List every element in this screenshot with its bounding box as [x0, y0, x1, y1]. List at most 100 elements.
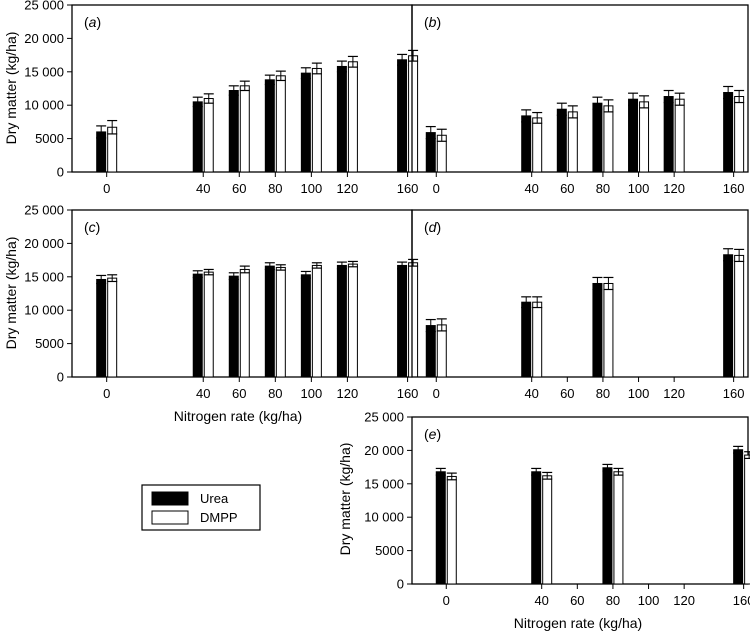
panel-frame — [411, 209, 749, 378]
y-tick-label: 0 — [57, 370, 64, 385]
x-tick-label: 60 — [232, 386, 246, 401]
y-tick-label: 15 000 — [364, 476, 404, 491]
bar-urea — [300, 274, 311, 378]
x-tick-label: 160 — [397, 386, 419, 401]
x-tick-label: 0 — [103, 386, 110, 401]
bar-dmpp — [734, 254, 745, 378]
x-tick-label: 120 — [337, 386, 359, 401]
bar-dmpp — [408, 55, 419, 173]
bar-urea — [264, 265, 275, 378]
bar-dmpp — [275, 75, 286, 173]
y-tick-label: 25 000 — [364, 410, 404, 425]
x-tick-label: 160 — [733, 593, 750, 608]
bar-urea — [723, 254, 734, 378]
x-tick-label: 0 — [433, 181, 440, 196]
bar-urea — [556, 108, 567, 173]
bar-urea — [264, 79, 275, 173]
panel-e: 0 5000 10 000 15 000 20 000 25 000 0 40 60 80 100 1… — [364, 410, 750, 608]
bar-urea — [602, 467, 613, 585]
panel-label: (b) — [424, 14, 441, 30]
legend-swatch-urea — [151, 491, 189, 506]
x-tick-label: 80 — [606, 593, 620, 608]
x-tick-label: 40 — [196, 386, 210, 401]
y-tick-label: 15 000 — [24, 64, 64, 79]
bar-dmpp — [734, 96, 745, 173]
x-tick-label: 40 — [196, 181, 210, 196]
bar-urea — [192, 273, 203, 378]
bar-urea — [425, 325, 436, 378]
bar-urea — [300, 72, 311, 173]
bar-dmpp — [446, 475, 457, 585]
x-tick-label: 120 — [337, 181, 359, 196]
bar-urea — [397, 264, 408, 378]
x-tick-label: 120 — [673, 593, 695, 608]
bar-dmpp — [203, 98, 214, 173]
panel-label: (c) — [84, 219, 100, 235]
panel-frame — [411, 4, 749, 173]
bar-dmpp — [674, 98, 685, 173]
bar-dmpp — [603, 282, 614, 378]
x-tick-label: 80 — [268, 386, 282, 401]
legend-swatch-dmpp — [151, 510, 189, 525]
bar-dmpp — [542, 475, 553, 585]
bar-dmpp — [408, 262, 419, 378]
x-tick-label: 40 — [524, 386, 538, 401]
bar-dmpp — [744, 454, 750, 585]
bar-dmpp — [347, 263, 358, 378]
x-tick-label: 60 — [560, 181, 574, 196]
y-tick-label: 5000 — [375, 543, 404, 558]
bar-urea — [228, 275, 239, 378]
bar-dmpp — [436, 324, 447, 378]
bar-dmpp — [107, 277, 118, 378]
x-tick-label: 60 — [232, 181, 246, 196]
y-axis-title-middle: Dry matter (kg/ha) — [3, 237, 19, 350]
x-tick-label: 40 — [524, 181, 538, 196]
x-tick-label: 0 — [443, 593, 450, 608]
bar-dmpp — [639, 101, 650, 173]
panel-label: (e) — [424, 426, 441, 442]
y-tick-label: 25 000 — [24, 203, 64, 218]
bar-dmpp — [311, 264, 322, 378]
x-tick-label: 80 — [268, 181, 282, 196]
y-tick-label: 5000 — [35, 131, 64, 146]
bar-dmpp — [239, 268, 250, 378]
panel-d: 0 40 60 80 100 120 160 (d) — [411, 209, 749, 401]
x-tick-label: 100 — [628, 386, 650, 401]
y-axis-title-top: Dry matter (kg/ha) — [3, 32, 19, 145]
y-tick-label: 15 000 — [24, 269, 64, 284]
panel-frame — [411, 416, 749, 585]
bar-urea — [228, 90, 239, 173]
bar-dmpp — [532, 117, 543, 173]
bar-dmpp — [567, 111, 578, 173]
x-tick-label: 120 — [663, 386, 685, 401]
y-tick-label: 0 — [57, 165, 64, 180]
panel-a: 0 5000 10 000 15 000 20 000 25 000 0 40 60 80 100 1… — [24, 0, 418, 196]
bar-dmpp — [347, 61, 358, 173]
bar-urea — [723, 92, 734, 173]
x-axis-title-left: Nitrogen rate (kg/ha) — [174, 408, 302, 424]
bar-urea — [435, 471, 446, 585]
y-tick-label: 0 — [397, 577, 404, 592]
y-axis-title-bottom: Dry matter (kg/ha) — [337, 443, 353, 556]
y-tick-label: 20 000 — [24, 31, 64, 46]
legend: Urea DMPP — [141, 484, 261, 531]
x-tick-label: 100 — [301, 386, 323, 401]
bar-urea — [336, 264, 347, 378]
panel-b: 0 40 60 80 100 120 160 (b) — [411, 4, 749, 196]
y-tick-label: 10 000 — [364, 510, 404, 525]
x-tick-label: 120 — [663, 181, 685, 196]
panel-label: (d) — [424, 219, 441, 235]
bar-dmpp — [239, 85, 250, 173]
bar-urea — [96, 278, 107, 378]
bar-urea — [192, 101, 203, 173]
legend-label-dmpp: DMPP — [200, 510, 238, 525]
bar-urea — [521, 115, 532, 173]
panels: 0 5000 10 000 15 000 20 000 25 000 0 40 60 80 100 1… — [24, 0, 750, 608]
bar-urea — [592, 102, 603, 173]
y-tick-label: 10 000 — [24, 303, 64, 318]
x-tick-label: 40 — [534, 593, 548, 608]
bar-dmpp — [203, 271, 214, 378]
x-tick-label: 80 — [596, 386, 610, 401]
x-axis-title-right: Nitrogen rate (kg/ha) — [514, 615, 642, 631]
